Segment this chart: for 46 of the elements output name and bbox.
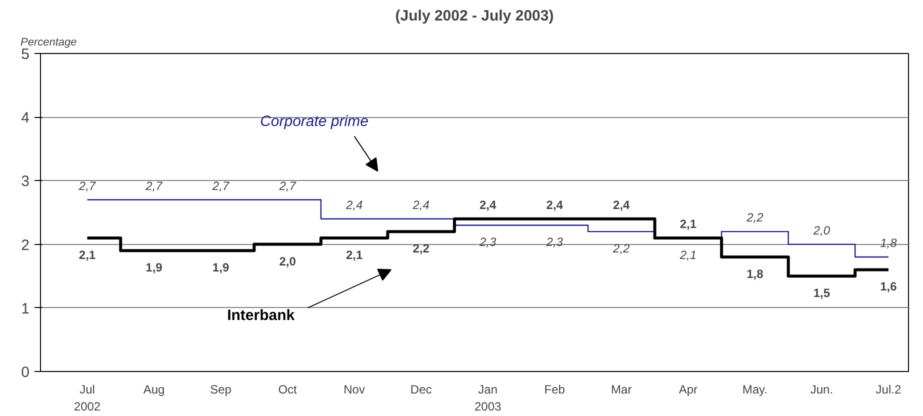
x-tick-label: Nov [344,382,365,396]
x-tick-label: Jul 2002 [74,382,101,414]
data-label: 2,1 [680,216,697,231]
x-tick-label: Jun. [810,382,834,396]
data-label: 2,0 [812,223,830,238]
chart-title: (July 2002 - July 2003) [395,8,554,24]
x-tick-label: Dec [410,382,432,396]
data-label: 2,7 [278,178,298,193]
data-label: 2,4 [613,198,630,212]
text: Corporate prime [260,112,368,130]
y-tick-label: 0 [21,364,30,381]
data-label: 2,7 [144,178,164,193]
x-tick-label: Aug [143,382,165,396]
data-label: 1,9 [212,260,230,275]
y-tick-label: 2 [21,236,30,254]
data-label: 1,6 [880,280,898,294]
data-label: 2,2 [612,242,630,256]
data-label: 1,8 [746,267,764,282]
x-tick-label: Mar [611,382,632,396]
y-axis-title: Percentage [20,36,77,48]
y-tick-label: 3 [21,173,30,190]
x-tick-label: Apr [678,382,698,396]
data-label: 2,1 [78,248,96,262]
y-tick-label: 4 [21,110,30,127]
data-label: 2,4 [546,198,564,212]
x-tick-label: May. [742,382,768,396]
data-label: 1,5 [813,286,830,300]
data-label: 2,4 [412,198,430,212]
data-label: 1,9 [146,260,163,275]
x-tick-label: Feb [544,382,566,396]
data-label: 2,4 [480,198,497,212]
x-tick-label: Oct [278,382,298,396]
x-tick-label: Sep [210,382,232,396]
data-label: 2,1 [678,248,697,262]
y-tick-label: 1 [21,300,30,318]
data-label: 2,0 [279,254,296,268]
x-tick-label: Jul.2 [876,382,902,396]
data-label: 2,7 [78,178,97,193]
data-label: 2,4 [344,198,363,212]
x-tick-label: Jan 2003 [474,382,502,414]
text: Interbank [227,306,296,324]
data-label: 2,7 [211,178,230,193]
data-label: 2,1 [346,248,363,262]
data-label: 2,2 [412,242,430,256]
data-label: 2,2 [746,210,764,225]
y-tick-label: 5 [21,46,30,63]
